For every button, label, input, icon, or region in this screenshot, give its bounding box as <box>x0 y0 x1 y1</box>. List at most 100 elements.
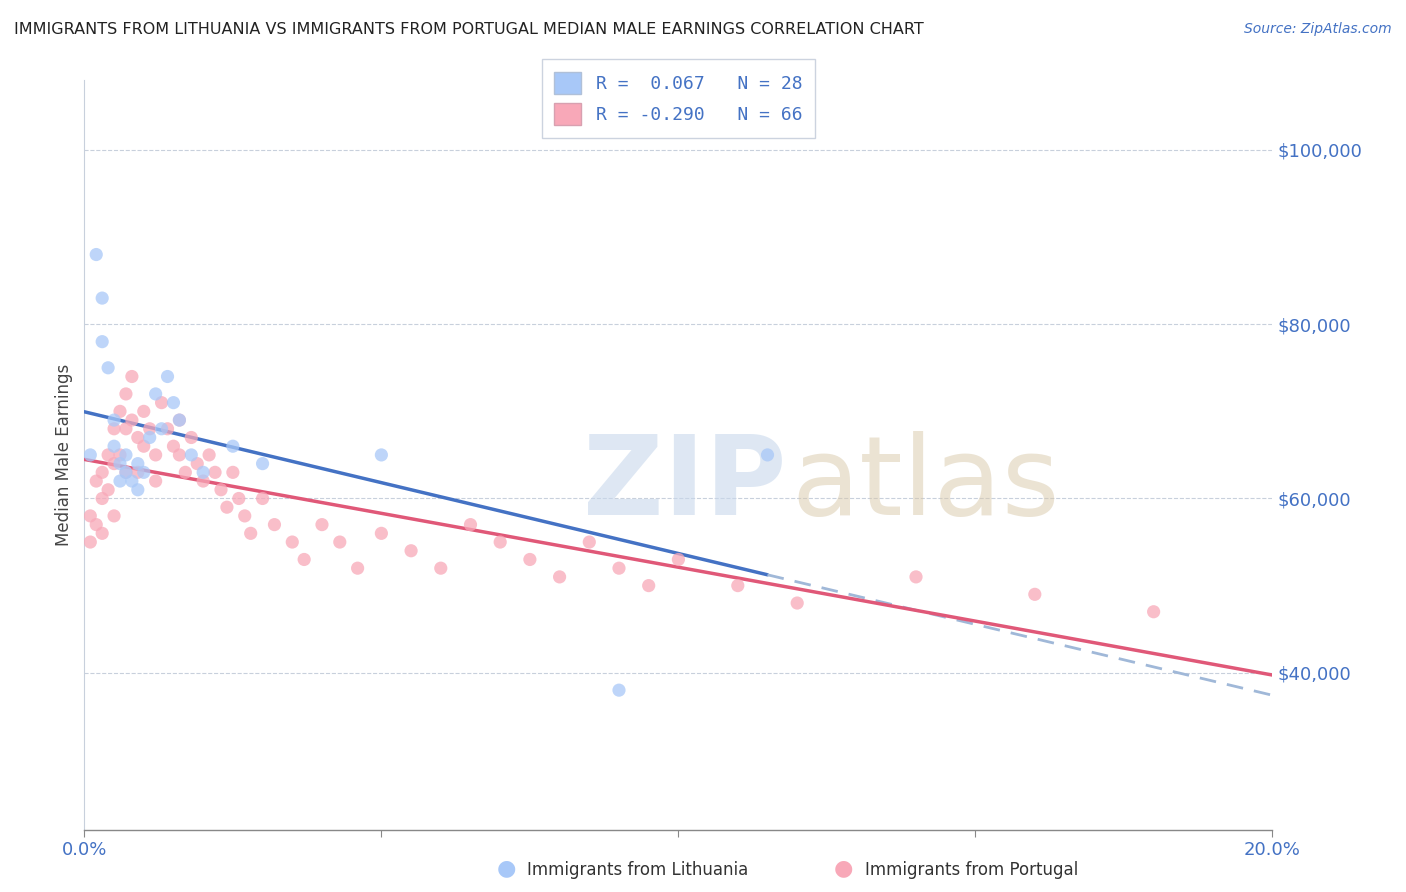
Legend: R =  0.067   N = 28, R = -0.290   N = 66: R = 0.067 N = 28, R = -0.290 N = 66 <box>541 60 815 137</box>
Point <box>108 404 131 418</box>
Point <box>91 466 114 480</box>
Point <box>145 387 167 401</box>
Point <box>97 483 120 497</box>
Point <box>169 413 191 427</box>
Point <box>174 466 197 480</box>
Point <box>108 457 131 471</box>
Point <box>150 422 173 436</box>
Point <box>281 535 304 549</box>
Point <box>578 535 600 549</box>
Point <box>311 517 333 532</box>
Point <box>548 570 571 584</box>
Point <box>145 474 167 488</box>
Point <box>252 491 274 506</box>
Point <box>756 448 779 462</box>
Point <box>79 448 101 462</box>
Point <box>132 466 155 480</box>
Text: ●: ● <box>496 859 516 879</box>
Point <box>607 683 630 698</box>
Point <box>132 439 155 453</box>
Point <box>127 430 149 444</box>
Point <box>162 439 184 453</box>
Point <box>103 439 125 453</box>
Point <box>127 466 149 480</box>
Point <box>97 448 120 462</box>
Point <box>145 448 167 462</box>
Point <box>233 508 256 523</box>
Point <box>399 543 422 558</box>
Text: Immigrants from Portugal: Immigrants from Portugal <box>865 861 1078 879</box>
Point <box>79 535 101 549</box>
Point <box>263 517 285 532</box>
Point <box>121 413 143 427</box>
Point <box>91 291 114 305</box>
Point <box>169 448 191 462</box>
Point <box>607 561 630 575</box>
Point <box>668 552 690 566</box>
Point <box>370 448 392 462</box>
Point <box>727 579 749 593</box>
Point <box>186 457 208 471</box>
Point <box>156 422 179 436</box>
Point <box>121 369 143 384</box>
Point <box>150 395 173 409</box>
Point <box>905 570 928 584</box>
Y-axis label: Median Male Earnings: Median Male Earnings <box>55 364 73 546</box>
Point <box>191 474 215 488</box>
Point <box>460 517 482 532</box>
Text: atlas: atlas <box>792 432 1060 539</box>
Point <box>115 466 138 480</box>
Point <box>191 466 215 480</box>
Text: ZIP: ZIP <box>583 432 787 539</box>
Point <box>180 448 202 462</box>
Point <box>97 360 120 375</box>
Point <box>162 395 184 409</box>
Text: ●: ● <box>834 859 853 879</box>
Point <box>430 561 453 575</box>
Point <box>132 404 155 418</box>
Point <box>169 413 191 427</box>
Point <box>1024 587 1046 601</box>
Point <box>115 466 138 480</box>
Point <box>91 526 114 541</box>
Point <box>103 422 125 436</box>
Point <box>239 526 262 541</box>
Point <box>489 535 512 549</box>
Point <box>115 448 138 462</box>
Point <box>91 334 114 349</box>
Point <box>180 430 202 444</box>
Point <box>252 457 274 471</box>
Point <box>138 422 160 436</box>
Point <box>198 448 221 462</box>
Point <box>84 247 107 261</box>
Text: IMMIGRANTS FROM LITHUANIA VS IMMIGRANTS FROM PORTUGAL MEDIAN MALE EARNINGS CORRE: IMMIGRANTS FROM LITHUANIA VS IMMIGRANTS … <box>14 22 924 37</box>
Point <box>103 508 125 523</box>
Point <box>786 596 808 610</box>
Point <box>138 430 160 444</box>
Point <box>79 508 101 523</box>
Point <box>115 387 138 401</box>
Point <box>215 500 238 515</box>
Point <box>103 457 125 471</box>
Point <box>84 517 107 532</box>
Point <box>121 474 143 488</box>
Point <box>1142 605 1164 619</box>
Point <box>637 579 659 593</box>
Point <box>91 491 114 506</box>
Point <box>127 457 149 471</box>
Point <box>370 526 392 541</box>
Point <box>519 552 541 566</box>
Point <box>103 413 125 427</box>
Point <box>127 483 149 497</box>
Point <box>156 369 179 384</box>
Point <box>108 474 131 488</box>
Point <box>228 491 250 506</box>
Point <box>346 561 368 575</box>
Point <box>292 552 315 566</box>
Point <box>115 422 138 436</box>
Point <box>84 474 107 488</box>
Point <box>222 439 245 453</box>
Text: Immigrants from Lithuania: Immigrants from Lithuania <box>527 861 748 879</box>
Point <box>329 535 352 549</box>
Text: Source: ZipAtlas.com: Source: ZipAtlas.com <box>1244 22 1392 37</box>
